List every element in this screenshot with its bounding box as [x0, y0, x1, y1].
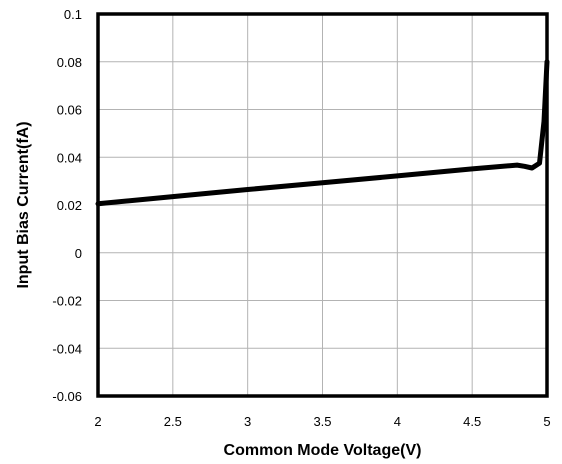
data-point — [522, 164, 527, 169]
y-tick-label: 0 — [75, 246, 82, 261]
data-point — [537, 161, 542, 166]
data-point — [541, 119, 547, 124]
y-tick-label: 0.02 — [57, 198, 82, 213]
x-tick-label: 3 — [244, 414, 251, 429]
y-tick-label: 0.08 — [57, 55, 82, 70]
x-tick-label: 2.5 — [164, 414, 182, 429]
series-line — [95, 59, 550, 207]
x-tick-label: 2 — [94, 414, 101, 429]
y-tick-label: 0.1 — [64, 7, 82, 22]
y-tick-label: 0.04 — [57, 150, 82, 165]
data-point — [245, 187, 250, 192]
x-tick-label: 4 — [394, 414, 401, 429]
data-point — [529, 165, 535, 171]
y-tick-label: -0.02 — [52, 294, 82, 309]
grid — [97, 13, 548, 397]
data-point — [469, 166, 475, 172]
x-tick-labels: 2 2.5 3 3.5 4 4.5 5 — [94, 414, 550, 429]
y-tick-labels: 0.1 0.08 0.06 0.04 0.02 0 -0.02 -0.04 -0.06 — [52, 7, 82, 404]
data-point — [514, 162, 520, 168]
y-tick-label: 0.06 — [57, 103, 82, 118]
data-point — [320, 180, 325, 185]
x-tick-label: 5 — [543, 414, 550, 429]
data-point — [395, 173, 400, 179]
x-axis-title: Common Mode Voltage(V) — [224, 442, 422, 459]
plot-frame — [96, 12, 549, 398]
x-tick-label: 3.5 — [313, 414, 331, 429]
x-tick-label: 4.5 — [463, 414, 481, 429]
data-point — [170, 194, 176, 199]
y-axis-title: Input Bias Current(fA) — [15, 121, 32, 288]
y-tick-label: -0.04 — [52, 341, 82, 356]
y-tick-label: -0.06 — [52, 389, 82, 404]
